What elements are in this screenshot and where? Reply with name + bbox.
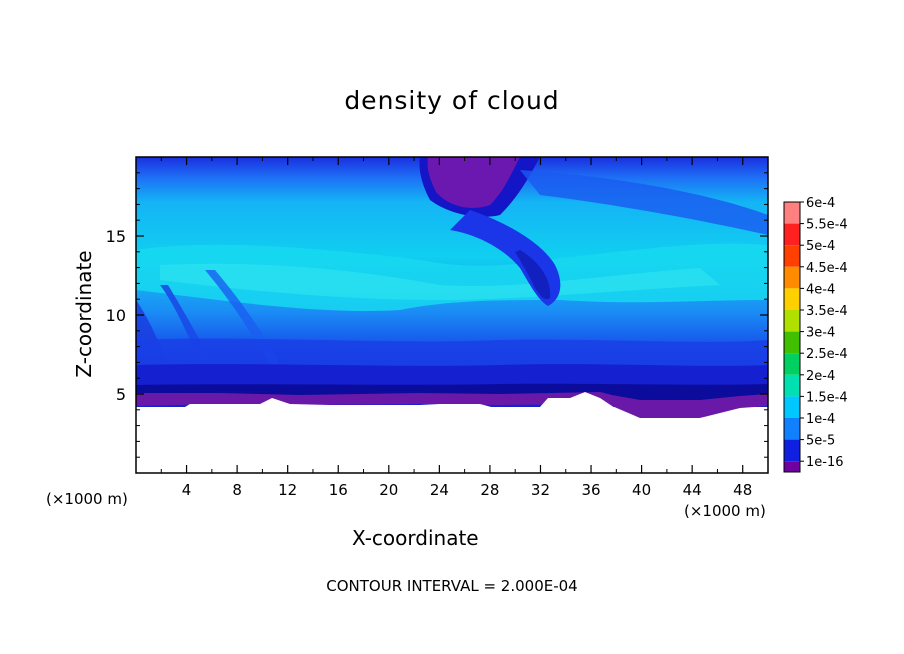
y-tick-label: 5 xyxy=(116,385,126,404)
colorbar-label: 4.5e-4 xyxy=(806,261,848,276)
x-tick-label: 36 xyxy=(581,481,600,499)
colorbar-label: 4e-4 xyxy=(806,282,835,297)
x-axis-ticks: 4 8 12 16 20 24 28 32 36 40 44 48 xyxy=(160,157,752,499)
y-tick-label: 10 xyxy=(106,306,126,325)
x-tick-label: 28 xyxy=(480,481,499,499)
x-tick-label: 44 xyxy=(683,481,702,499)
colorbar-swatch xyxy=(784,266,800,289)
heatmap-field xyxy=(136,157,768,473)
colorbar-swatch xyxy=(784,396,800,418)
colorbar-label: 1.5e-4 xyxy=(806,390,848,405)
x-tick-label: 16 xyxy=(329,481,348,499)
colorbar-label: 5e-5 xyxy=(806,434,835,449)
x-axis-unit-right: (×1000 m) xyxy=(684,502,766,520)
colorbar: 6e-4 5.5e-4 5e-4 4.5e-4 4e-4 3.5e-4 3e-4 2.5e-4… xyxy=(783,196,848,473)
colorbar-label: 5e-4 xyxy=(806,239,835,254)
colorbar-frame xyxy=(783,201,801,473)
colorbar-swatch xyxy=(784,245,800,267)
y-axis-ticks: 5 10 15 xyxy=(106,172,768,458)
x-tick-label: 32 xyxy=(531,481,550,499)
y-tick-label: 15 xyxy=(106,227,126,246)
colorbar-swatch xyxy=(784,439,800,462)
x-tick-label: 24 xyxy=(430,481,449,499)
colorbar-label: 3e-4 xyxy=(806,326,835,341)
colorbar-swatch xyxy=(784,310,800,332)
colorbar-label: 6e-4 xyxy=(806,196,835,211)
colorbar-label: 1e-4 xyxy=(806,412,835,427)
x-tick-label: 48 xyxy=(733,481,752,499)
colorbar-swatch xyxy=(784,288,800,310)
colorbar-label: 5.5e-4 xyxy=(806,218,848,233)
colorbar-label: 3.5e-4 xyxy=(806,304,848,319)
x-tick-label: 8 xyxy=(232,481,242,499)
chart-title: density of cloud xyxy=(344,86,560,115)
colorbar-swatch xyxy=(784,223,800,246)
colorbar-swatch xyxy=(784,461,800,472)
x-tick-label: 4 xyxy=(182,481,192,499)
colorbar-label: 1e-16 xyxy=(806,455,844,470)
colorbar-label: 2e-4 xyxy=(806,369,835,384)
x-axis-unit-left: (×1000 m) xyxy=(46,490,128,508)
contour-interval-note: CONTOUR INTERVAL = 2.000E-04 xyxy=(326,577,578,595)
colorbar-swatch xyxy=(784,418,800,440)
y-axis-label: Z-coordinate xyxy=(72,250,96,378)
x-tick-label: 40 xyxy=(632,481,651,499)
x-tick-label: 20 xyxy=(379,481,398,499)
colorbar-swatch xyxy=(784,331,800,354)
x-tick-label: 12 xyxy=(278,481,297,499)
colorbar-swatch xyxy=(784,202,800,224)
colorbar-label: 2.5e-4 xyxy=(806,347,848,362)
colorbar-swatch xyxy=(784,353,800,375)
x-axis-label: X-coordinate xyxy=(352,526,479,550)
colorbar-swatch xyxy=(784,374,800,397)
